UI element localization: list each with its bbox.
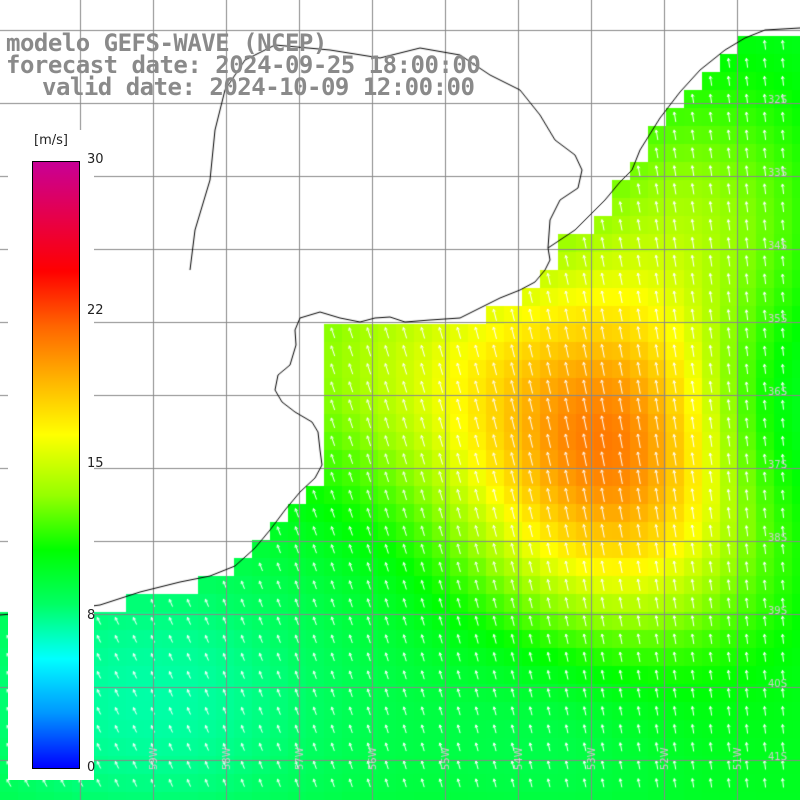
title-forecast-date: forecast date: 2024-09-25 18:00:00 (6, 51, 481, 79)
colorbar-tick-8: 8 (87, 608, 96, 623)
title-model: modelo GEFS-WAVE (NCEP) (6, 29, 327, 57)
colorbar-tick-0: 0 (87, 760, 96, 775)
colorbar-units: [m/s] (34, 133, 68, 148)
title-valid-date: valid date: 2024-10-09 12:00:00 (42, 73, 475, 101)
colorbar-tick-22: 22 (87, 303, 104, 318)
colorbar-legend: [m/s] 30 22 15 8 0 (8, 130, 104, 780)
colorbar-ramp (32, 161, 80, 769)
colorbar-tick-15: 15 (87, 456, 104, 471)
colorbar-tick-30: 30 (87, 152, 104, 167)
